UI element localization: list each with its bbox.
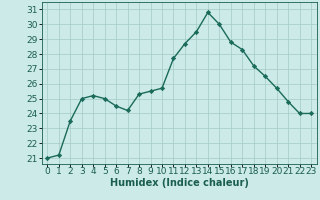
X-axis label: Humidex (Indice chaleur): Humidex (Indice chaleur) [110,178,249,188]
